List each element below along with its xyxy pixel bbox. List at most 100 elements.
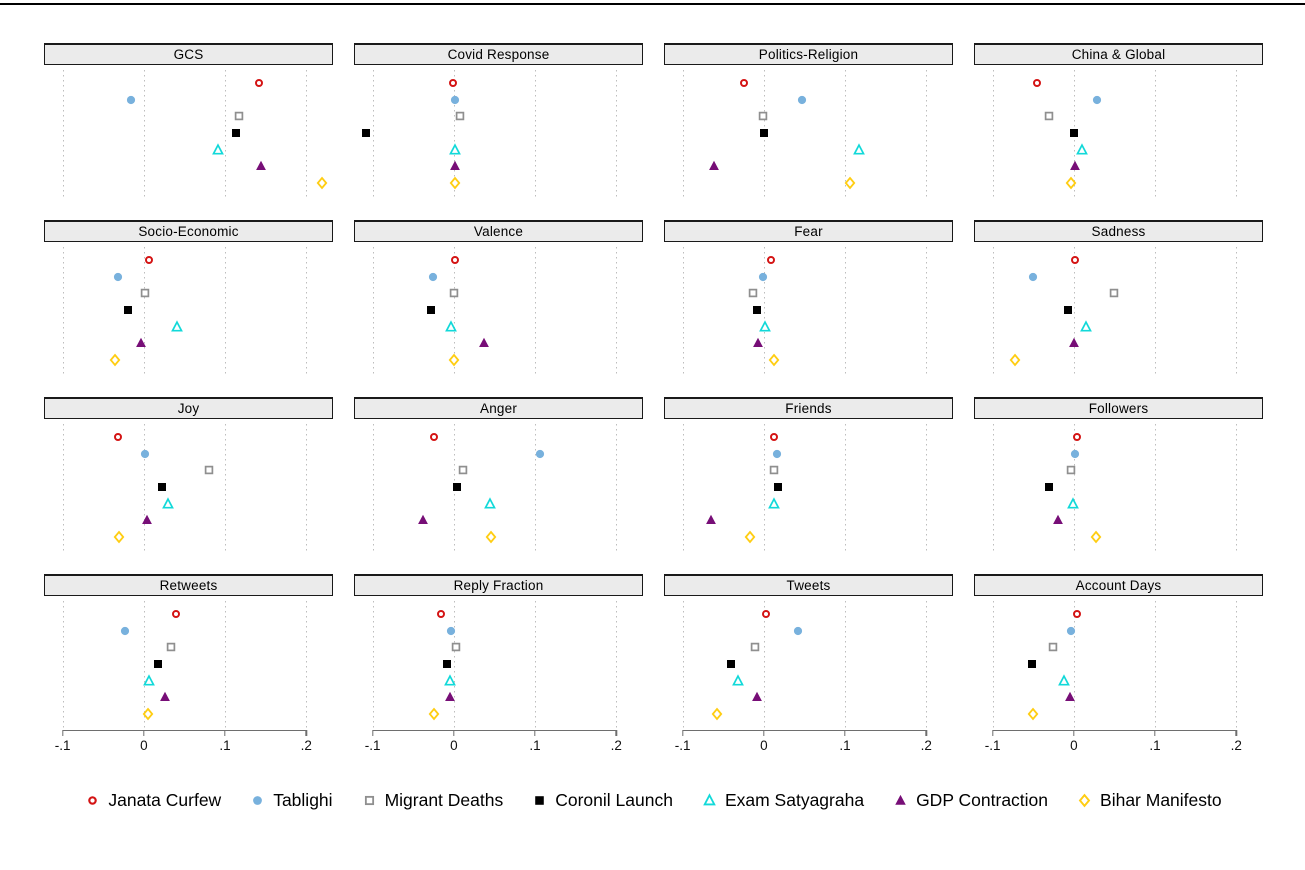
marker-exam-satyagraha xyxy=(483,496,497,511)
marker-tablighi xyxy=(111,270,125,284)
exam-satyagraha-triangle-open-icon xyxy=(768,496,781,509)
gridline xyxy=(1236,247,1238,374)
gridline xyxy=(926,247,928,374)
exam-satyagraha-triangle-open-icon xyxy=(703,793,716,806)
gridline xyxy=(535,70,537,197)
gridline xyxy=(1155,70,1157,197)
panel-politics-religion: Politics-Religion xyxy=(664,43,953,197)
x-axis-tick xyxy=(615,730,617,736)
coronil-launch-square-filled-icon xyxy=(442,659,451,668)
x-axis-account-days: -.1 0 .1 .2 xyxy=(974,728,1263,758)
janata-curfew-circle-open-icon xyxy=(1033,79,1042,88)
gridline xyxy=(372,70,374,197)
marker-gdp-contraction xyxy=(704,513,718,527)
x-axis-tick xyxy=(305,730,307,736)
panel-sadness: Sadness xyxy=(974,220,1263,374)
gridline xyxy=(306,601,308,728)
tablighi-circle-filled-icon xyxy=(113,272,122,281)
x-axis-line xyxy=(682,730,927,732)
bihar-manifesto-diamond-open-icon xyxy=(1078,793,1091,808)
marker-janata-curfew xyxy=(434,607,448,621)
panel-covid-response: Covid Response xyxy=(354,43,643,197)
coronil-launch-square-filled-icon xyxy=(154,659,163,668)
marker-janata-curfew xyxy=(1070,607,1084,621)
marker-exam-satyagraha xyxy=(1057,673,1071,688)
gdp-contraction-triangle-filled-icon xyxy=(160,692,170,702)
marker-janata-curfew xyxy=(764,253,778,267)
gdp-contraction-triangle-filled-icon xyxy=(418,515,428,525)
marker-migrant-deaths xyxy=(746,286,760,300)
marker-janata-curfew xyxy=(142,253,156,267)
marker-janata-curfew xyxy=(1068,253,1082,267)
gridline xyxy=(926,601,928,728)
panel-title-valence: Valence xyxy=(354,220,643,242)
marker-migrant-deaths xyxy=(202,463,216,477)
bihar-manifesto-diamond-open-icon xyxy=(744,530,756,544)
panel-plot-fear xyxy=(664,247,953,374)
x-axis-tick xyxy=(925,730,927,736)
marker-bihar-manifesto xyxy=(141,707,155,721)
migrant-deaths-square-open-icon xyxy=(1066,466,1075,475)
x-tick-label: 0 xyxy=(760,738,768,753)
gridline xyxy=(1073,424,1075,551)
marker-migrant-deaths xyxy=(767,463,781,477)
marker-coronil-launch xyxy=(1067,126,1081,140)
coronil-launch-square-filled-icon xyxy=(753,305,762,314)
gdp-contraction-triangle-filled-icon xyxy=(751,692,762,702)
marker-bihar-manifesto xyxy=(112,530,126,544)
marker-coronil-launch xyxy=(1025,657,1039,671)
exam-satyagraha-triangle-open-icon xyxy=(852,142,865,155)
gridline xyxy=(225,247,227,374)
x-tick-label: .1 xyxy=(839,738,851,753)
panel-plot-anger xyxy=(354,424,643,551)
coronil-launch-square-filled-icon xyxy=(231,128,240,137)
gridline xyxy=(1155,424,1157,551)
marker-bihar-manifesto xyxy=(427,707,441,721)
x-axis-tick xyxy=(61,730,64,736)
gridline xyxy=(1236,424,1238,551)
marker-coronil-launch xyxy=(771,480,785,494)
marker-migrant-deaths xyxy=(1046,640,1060,654)
panel-plot-joy xyxy=(44,424,333,551)
panel-anger: Anger xyxy=(354,397,643,551)
marker-exam-satyagraha xyxy=(211,142,225,157)
x-axis-line xyxy=(372,730,617,732)
exam-satyagraha-triangle-open-icon xyxy=(759,319,772,332)
marker-janata-curfew xyxy=(427,430,441,444)
x-tick-label: -.1 xyxy=(54,738,71,753)
gridline xyxy=(845,601,847,728)
bihar-manifesto-diamond-open-icon xyxy=(109,353,121,367)
marker-coronil-launch xyxy=(359,126,373,140)
x-tick-label: .2 xyxy=(610,738,622,753)
gdp-contraction-triangle-filled-icon xyxy=(1069,161,1080,171)
coronil-launch-square-filled-icon xyxy=(453,482,462,491)
marker-janata-curfew xyxy=(759,607,773,621)
x-axis-tick xyxy=(844,730,846,736)
marker-coronil-launch xyxy=(155,480,169,494)
x-axis-tick xyxy=(371,730,374,736)
marker-gdp-contraction xyxy=(448,159,462,173)
gridline xyxy=(1236,70,1238,197)
panel-title-reply-fraction: Reply Fraction xyxy=(354,574,643,596)
migrant-deaths-square-open-icon xyxy=(769,466,778,475)
migrant-deaths-square-open-icon xyxy=(749,289,758,298)
exam-satyagraha-triangle-open-icon xyxy=(1067,496,1079,509)
janata-curfew-circle-open-icon xyxy=(740,79,749,88)
panel-followers: Followers xyxy=(974,397,1263,551)
marker-bihar-manifesto xyxy=(710,707,724,721)
marker-exam-satyagraha xyxy=(448,142,462,157)
panel-title-gcs: GCS xyxy=(44,43,333,65)
bihar-manifesto-diamond-open-icon xyxy=(485,530,497,544)
gridline xyxy=(372,424,374,551)
gridline xyxy=(616,247,618,374)
exam-satyagraha-triangle-open-icon xyxy=(1080,319,1092,332)
marker-janata-curfew xyxy=(767,430,781,444)
legend-item-bihar-manifesto: Bihar Manifesto xyxy=(1077,790,1222,811)
x-tick-label: -.1 xyxy=(364,738,381,753)
marker-exam-satyagraha xyxy=(1075,142,1089,157)
coronil-launch-square-filled-icon xyxy=(774,482,783,491)
panel-fear: Fear xyxy=(664,220,953,374)
panel-joy: Joy xyxy=(44,397,333,551)
gridline xyxy=(926,70,928,197)
marker-migrant-deaths xyxy=(138,286,152,300)
